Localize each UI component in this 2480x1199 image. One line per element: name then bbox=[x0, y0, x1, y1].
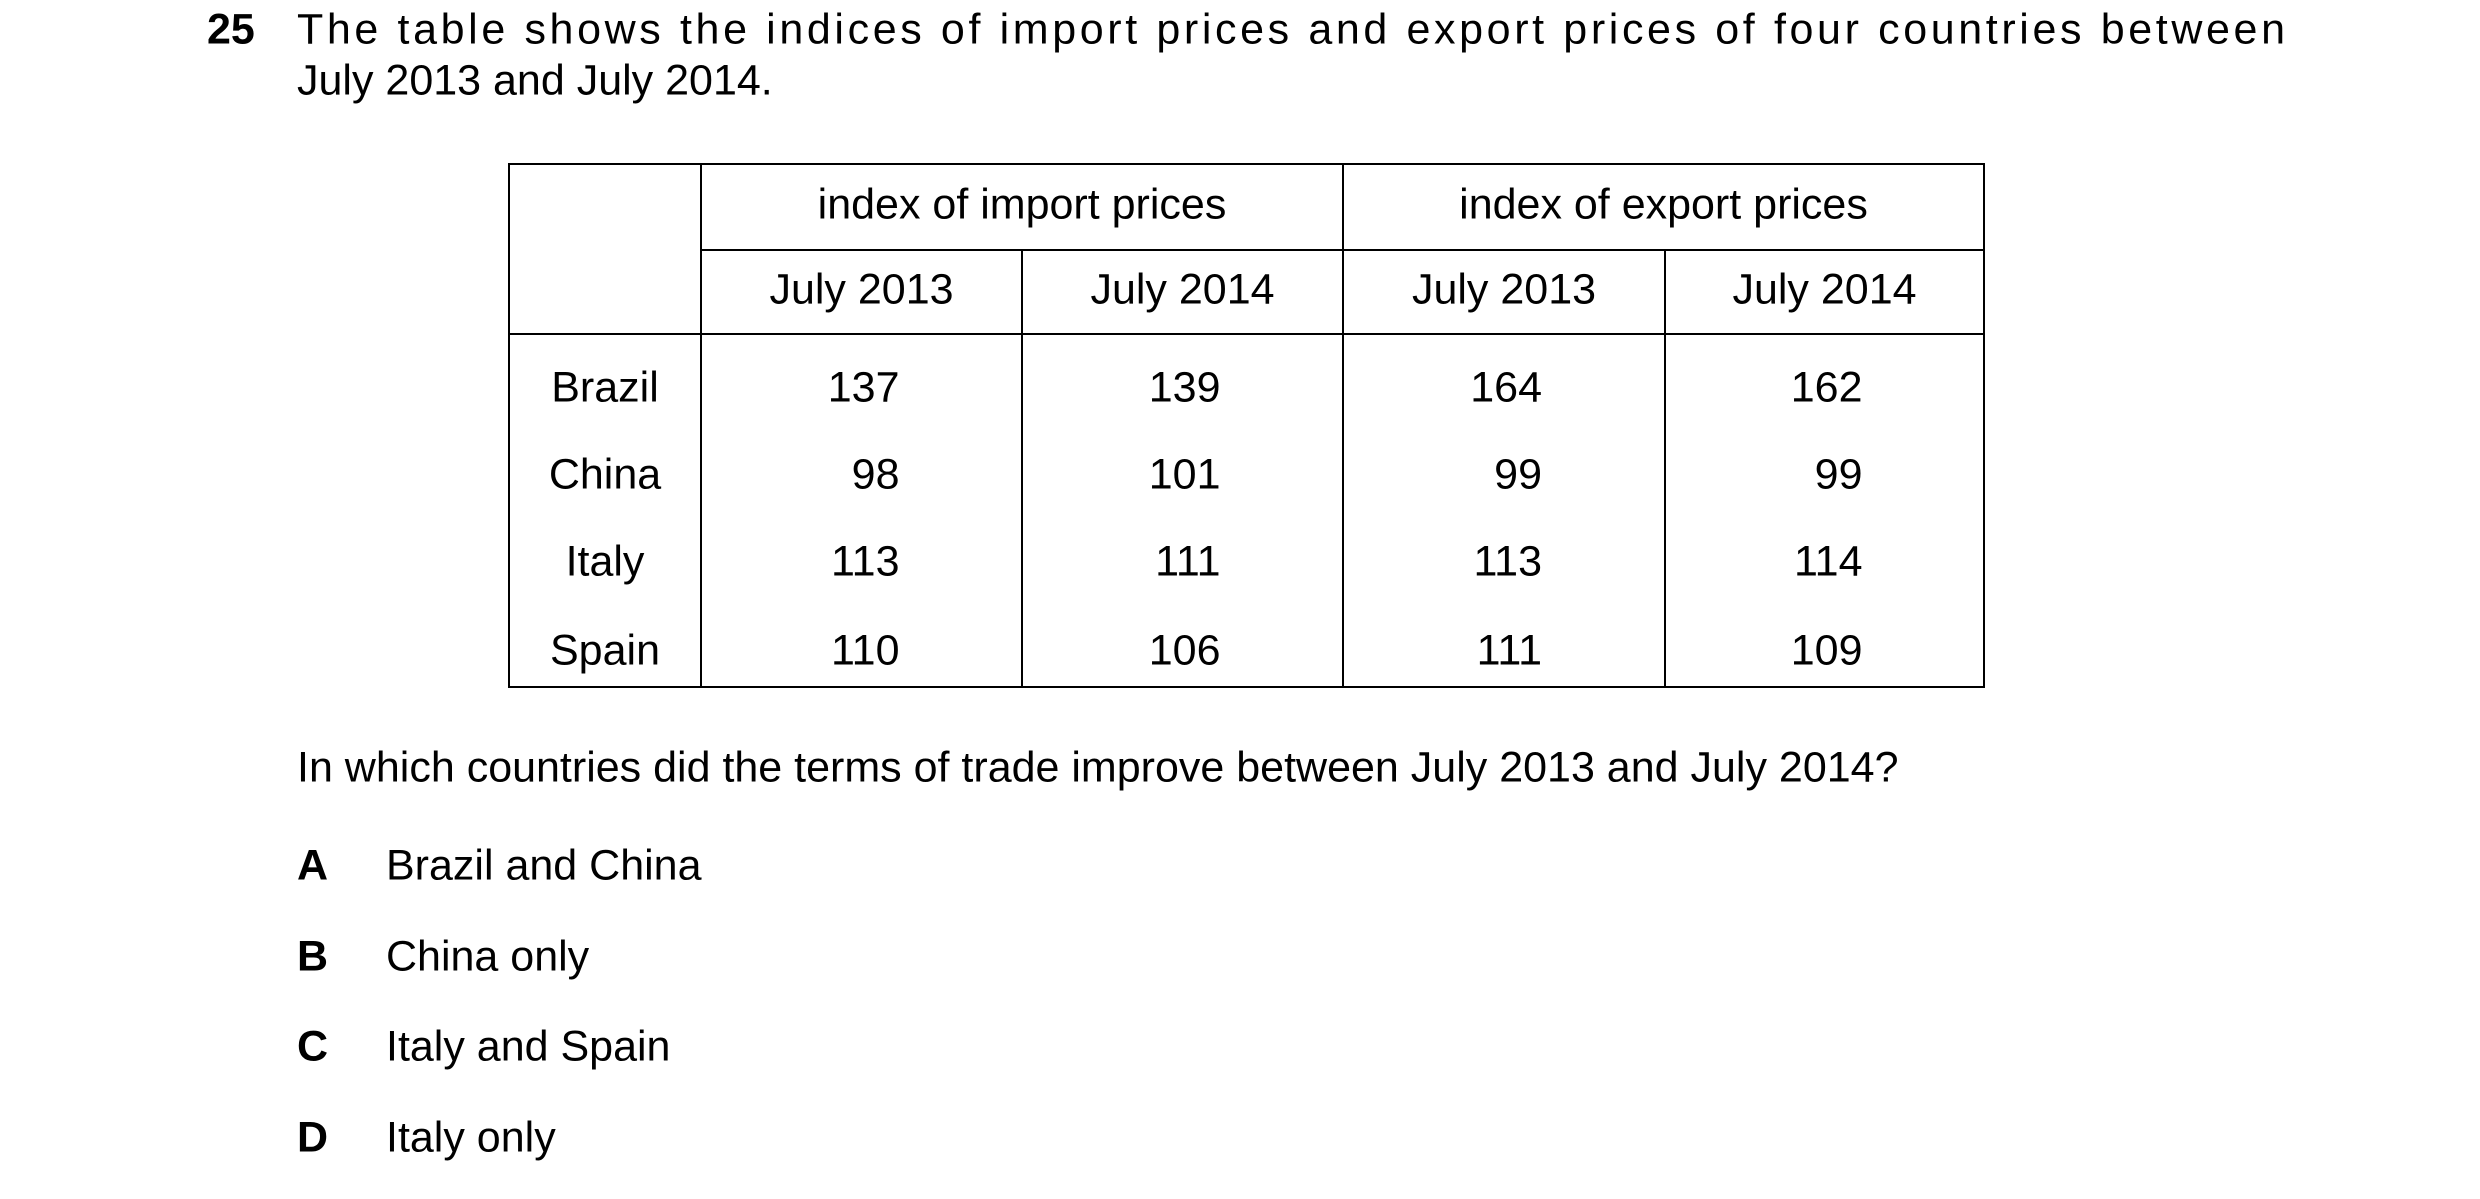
option-letter: D bbox=[297, 1113, 328, 1161]
index-value: 106 bbox=[1149, 626, 1221, 674]
option-text: Italy only bbox=[386, 1113, 556, 1161]
group-header: index of import prices bbox=[818, 180, 1227, 228]
stem-line: July 2013 and July 2014. bbox=[297, 56, 773, 104]
options: A Brazil and China B China only C Italy and S… bbox=[297, 841, 702, 1161]
index-value: 101 bbox=[1149, 450, 1221, 498]
index-value: 139 bbox=[1149, 363, 1221, 411]
option-text: Brazil and China bbox=[386, 841, 702, 889]
question-number: 25 bbox=[207, 5, 255, 53]
index-value: 109 bbox=[1791, 626, 1863, 674]
option-text: Italy and Spain bbox=[386, 1022, 670, 1070]
index-value: 111 bbox=[1477, 626, 1542, 674]
group-header: index of export prices bbox=[1459, 180, 1868, 228]
country: Spain bbox=[550, 626, 660, 674]
index-value: 110 bbox=[831, 626, 900, 674]
prompt: In which countries did the terms of trad… bbox=[297, 743, 1898, 791]
option-letter: A bbox=[297, 841, 328, 889]
option-text: China only bbox=[386, 932, 590, 980]
column-header: July 2014 bbox=[1090, 265, 1274, 313]
index-value: 114 bbox=[1794, 537, 1863, 585]
column-header: July 2013 bbox=[769, 265, 953, 313]
country: Brazil bbox=[551, 363, 659, 411]
country: Italy bbox=[566, 537, 645, 585]
column-header: July 2013 bbox=[1412, 265, 1596, 313]
index-value: 99 bbox=[1494, 450, 1542, 498]
option-letter: C bbox=[297, 1022, 328, 1070]
table-border bbox=[508, 163, 1985, 688]
table: index of import prices index of export pr… bbox=[508, 163, 1985, 688]
index-value: 164 bbox=[1470, 363, 1542, 411]
index-value: 137 bbox=[828, 363, 900, 411]
index-value: 111 bbox=[1155, 537, 1220, 585]
country: China bbox=[549, 450, 661, 498]
index-value: 113 bbox=[1473, 537, 1542, 585]
column-header: July 2014 bbox=[1732, 265, 1916, 313]
index-value: 99 bbox=[1815, 450, 1863, 498]
index-value: 162 bbox=[1791, 363, 1863, 411]
index-value: 98 bbox=[852, 450, 900, 498]
option-letter: B bbox=[297, 932, 328, 980]
stem-line: The table shows the indices of import pr… bbox=[297, 5, 2285, 53]
index-value: 113 bbox=[831, 537, 900, 585]
